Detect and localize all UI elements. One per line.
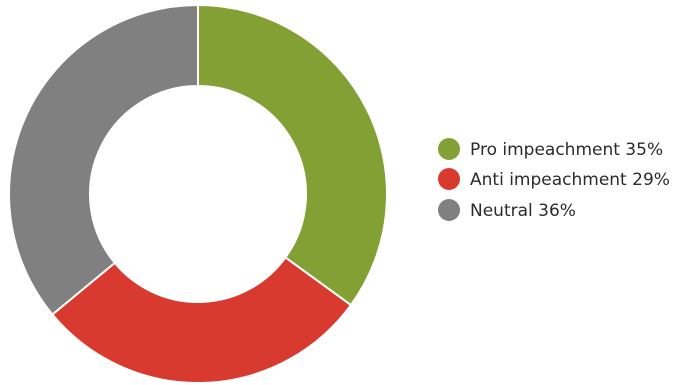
legend-label-anti-impeachment: Anti impeachment 29%: [470, 170, 670, 190]
legend-label-neutral: Neutral 36%: [470, 201, 576, 221]
donut-slices: [8, 3, 388, 384]
legend-swatch-pro-impeachment: [438, 138, 460, 160]
donut-slice-pro-impeachment: [197, 3, 388, 307]
legend-item-pro-impeachment: Pro impeachment 35%: [438, 138, 663, 160]
legend: Pro impeachment 35% Anti impeachment 29%…: [438, 138, 670, 221]
donut-slice-anti-impeachment: [50, 256, 353, 384]
legend-item-neutral: Neutral 36%: [438, 199, 576, 221]
legend-swatch-neutral: [438, 199, 460, 221]
legend-item-anti-impeachment: Anti impeachment 29%: [438, 168, 670, 190]
legend-swatch-anti-impeachment: [438, 168, 460, 190]
donut-slice-neutral: [8, 3, 199, 316]
legend-label-pro-impeachment: Pro impeachment 35%: [470, 140, 663, 160]
